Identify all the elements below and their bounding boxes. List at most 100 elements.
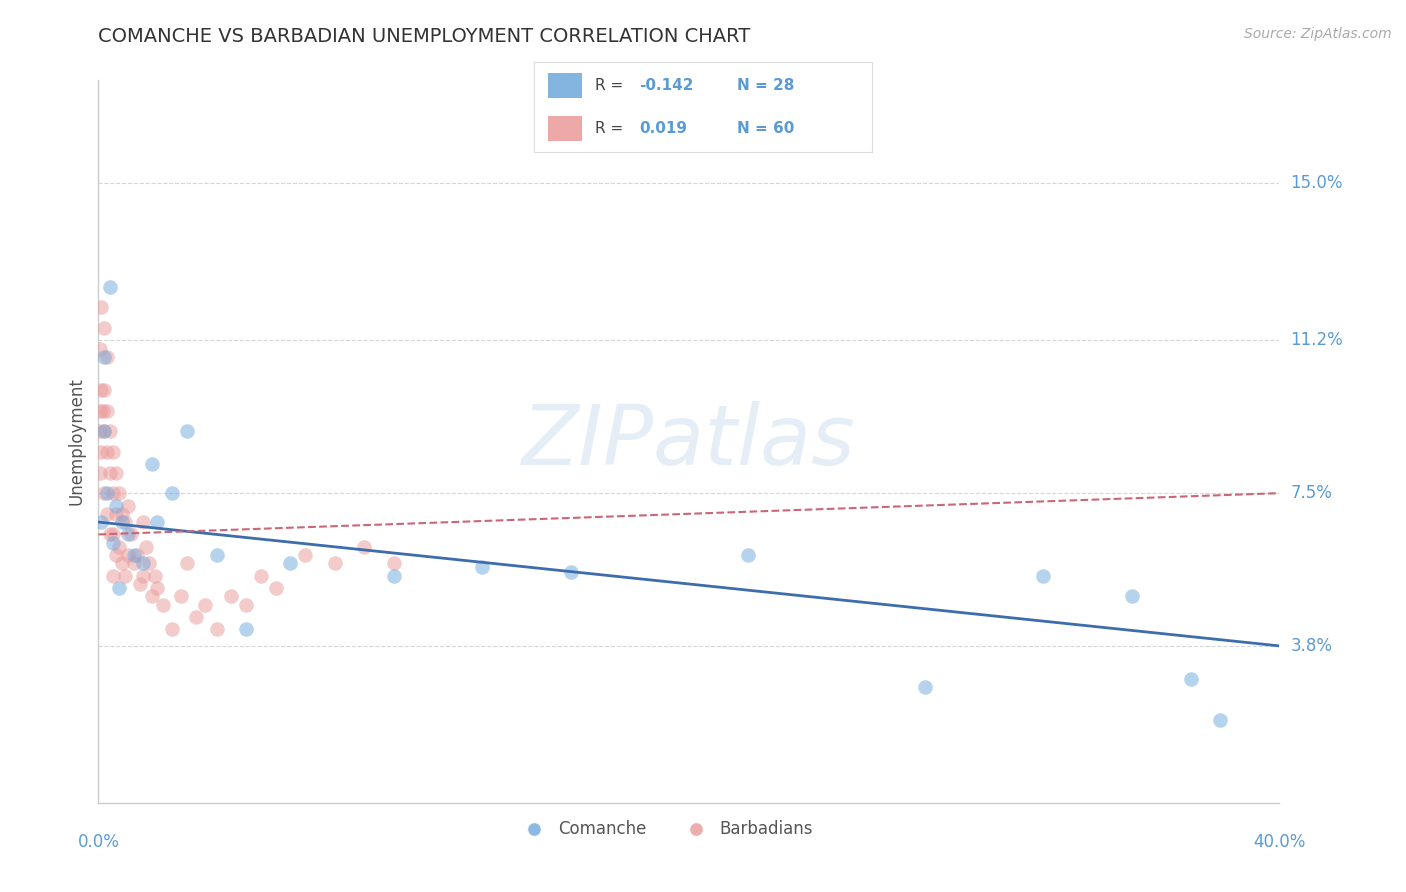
Point (90, 515, 112, 529)
Text: ZIPatlas: ZIPatlas (522, 401, 856, 482)
Point (117, 548, 139, 562)
Point (114, 515, 136, 529)
Text: 40.0%: 40.0% (1253, 833, 1306, 851)
Point (176, 557, 198, 571)
Point (205, 548, 228, 562)
Point (103, 568, 125, 582)
Point (1032, 568, 1054, 582)
Point (141, 590, 163, 604)
Text: N = 28: N = 28 (737, 78, 794, 93)
Point (264, 581, 287, 595)
Point (103, 535, 125, 549)
Point (103, 527, 125, 541)
Text: R =: R = (595, 78, 628, 93)
Point (132, 557, 155, 571)
Point (146, 581, 169, 595)
Text: N = 60: N = 60 (737, 121, 794, 136)
Point (560, 565, 582, 579)
Legend: Comanche, Barbadians: Comanche, Barbadians (510, 814, 820, 845)
Point (353, 540, 375, 554)
Y-axis label: Unemployment: Unemployment (67, 377, 86, 506)
Point (103, 445, 125, 459)
Point (250, 568, 273, 582)
Point (98, 424, 121, 438)
Point (117, 527, 139, 541)
Point (128, 577, 150, 591)
Point (93, 350, 115, 364)
Point (1180, 672, 1202, 686)
Point (96, 350, 118, 364)
Point (294, 548, 316, 562)
Point (93, 424, 115, 438)
Point (152, 598, 174, 612)
Text: 15.0%: 15.0% (1291, 175, 1343, 193)
Point (184, 610, 207, 624)
Point (89, 403, 111, 417)
Point (132, 568, 155, 582)
Point (170, 590, 193, 604)
Point (120, 527, 142, 541)
Point (105, 499, 128, 513)
Point (146, 515, 169, 529)
Point (125, 548, 148, 562)
Text: -0.142: -0.142 (638, 78, 693, 93)
Point (98, 279, 121, 293)
Point (135, 540, 157, 554)
FancyBboxPatch shape (548, 73, 582, 98)
Point (162, 486, 183, 500)
Text: 11.2%: 11.2% (1291, 332, 1343, 350)
Point (194, 598, 217, 612)
Point (138, 557, 160, 571)
Text: Source: ZipAtlas.com: Source: ZipAtlas.com (1244, 27, 1392, 41)
Point (108, 581, 131, 595)
Point (98, 527, 121, 541)
Point (914, 680, 936, 694)
Point (205, 623, 228, 637)
Point (737, 548, 759, 562)
Text: COMANCHE VS BARBADIAN UNEMPLOYMENT CORRELATION CHART: COMANCHE VS BARBADIAN UNEMPLOYMENT CORRE… (98, 27, 751, 45)
Point (221, 590, 243, 604)
Point (235, 598, 257, 612)
Point (90, 383, 112, 397)
Point (382, 557, 405, 571)
Point (87, 424, 110, 438)
Point (114, 568, 136, 582)
Point (132, 515, 155, 529)
Point (235, 623, 257, 637)
Point (108, 486, 131, 500)
Point (96, 445, 118, 459)
Point (176, 424, 198, 438)
Point (108, 540, 131, 554)
Point (96, 486, 118, 500)
Point (471, 560, 494, 574)
FancyBboxPatch shape (548, 116, 582, 141)
Text: 0.019: 0.019 (638, 121, 688, 136)
Point (90, 445, 112, 459)
Point (105, 507, 128, 521)
Point (89, 342, 111, 356)
Point (98, 466, 121, 480)
Point (90, 301, 112, 315)
Point (1121, 590, 1143, 604)
Point (111, 515, 134, 529)
Point (96, 507, 118, 521)
Point (89, 466, 111, 480)
Point (93, 383, 115, 397)
Point (143, 568, 166, 582)
Point (122, 557, 145, 571)
Point (122, 548, 145, 562)
Point (103, 486, 125, 500)
Point (323, 557, 346, 571)
Text: R =: R = (595, 121, 628, 136)
Point (93, 424, 115, 438)
Text: 0.0%: 0.0% (77, 833, 120, 851)
Point (280, 557, 302, 571)
Point (111, 557, 134, 571)
Text: 7.5%: 7.5% (1291, 484, 1333, 502)
Point (93, 486, 115, 500)
Point (93, 321, 115, 335)
Point (117, 499, 139, 513)
Point (105, 548, 128, 562)
Point (105, 466, 128, 480)
Point (141, 457, 163, 471)
